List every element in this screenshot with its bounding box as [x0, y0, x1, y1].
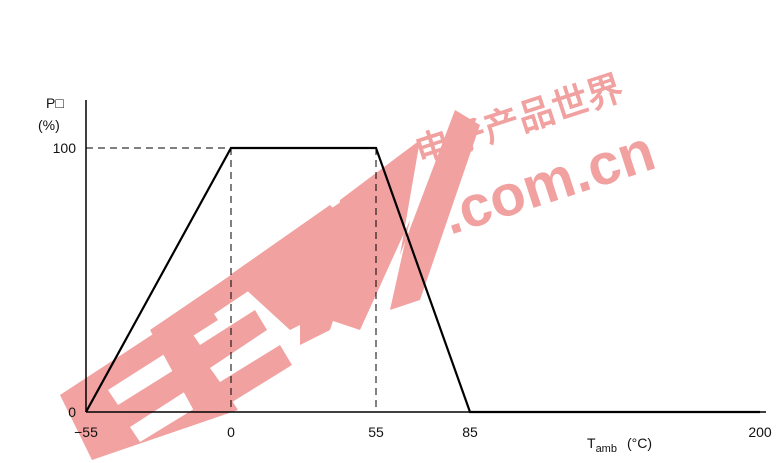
eepw-logo	[60, 110, 480, 460]
x-axis-label-unit: (°C)	[627, 435, 652, 451]
y-axis-label-line1: P□	[46, 95, 64, 111]
x-tick-label: −55	[74, 424, 98, 440]
x-tick-labels: −55 0 55 85 200	[74, 424, 772, 440]
y-tick-labels: 0 100	[53, 140, 77, 420]
y-tick-label: 0	[68, 404, 76, 420]
x-axis-label-main: T	[587, 435, 596, 451]
x-axis-label: Tamb (°C)	[587, 435, 652, 455]
y-axis-label-line2: (%)	[38, 117, 60, 133]
derating-curve	[85, 146, 760, 414]
x-tick-label: 85	[462, 424, 478, 440]
x-tick-label: 200	[748, 424, 772, 440]
x-axis-label-sub: amb	[596, 443, 617, 455]
eepw-watermark: .com.cn 电子产品世界	[60, 67, 662, 460]
y-tick-label: 100	[53, 140, 77, 156]
x-tick-label: 0	[227, 424, 235, 440]
x-tick-label: 55	[368, 424, 384, 440]
reference-lines	[86, 147, 377, 412]
